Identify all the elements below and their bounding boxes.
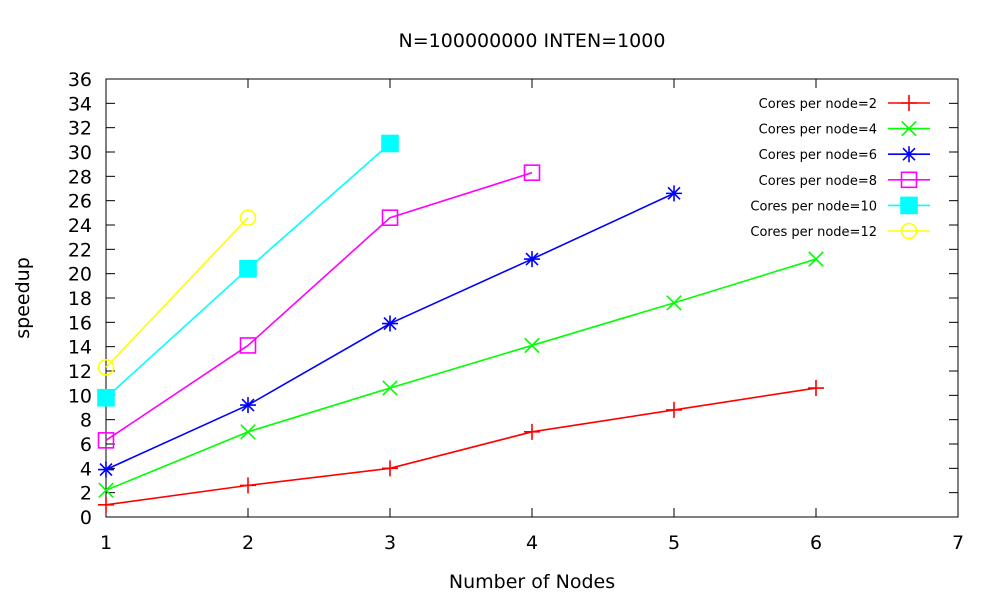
y-tick-label: 28 [68, 166, 92, 188]
data-point [523, 164, 541, 181]
legend-marker [901, 146, 917, 163]
data-point [666, 295, 682, 311]
legend-entry: Cores per node=12 [750, 222, 930, 240]
x-tick-label: 3 [384, 532, 396, 554]
y-tick-label: 22 [68, 239, 92, 261]
data-point [240, 424, 256, 440]
legend-label: Cores per node=4 [759, 123, 877, 138]
data-point [382, 460, 398, 477]
legend-marker [900, 222, 918, 240]
data-point [666, 401, 682, 418]
legend-label: Cores per node=8 [759, 174, 877, 189]
y-tick-label: 10 [68, 385, 92, 407]
legend: Cores per node=2 Cores per node=4 Cores pe… [750, 95, 930, 240]
y-tick-label: 36 [68, 69, 92, 91]
x-tick-label: 1 [100, 532, 112, 554]
data-point [239, 209, 257, 226]
series-2 [98, 251, 824, 498]
legend-label: Cores per node=2 [759, 97, 877, 112]
data-point [382, 315, 398, 332]
y-axis-label: speedup [12, 257, 34, 339]
data-point [97, 432, 115, 449]
data-point [382, 380, 398, 396]
legend-label: Cores per node=10 [750, 199, 877, 214]
data-point [98, 461, 114, 478]
legend-entry: Cores per node=8 [759, 171, 930, 189]
x-tick-label: 4 [526, 532, 538, 554]
x-tick-label: 2 [242, 532, 254, 554]
series-6 [97, 209, 257, 376]
series-line [105, 387, 817, 506]
y-tick-label: 20 [68, 264, 92, 286]
legend-entry: Cores per node=10 [750, 196, 930, 215]
y-tick-label: 12 [68, 361, 92, 383]
data-point [98, 496, 114, 513]
data-point [524, 337, 540, 354]
series-layer [97, 134, 824, 513]
data-point [97, 359, 115, 376]
data-point [381, 134, 399, 153]
series-1 [98, 380, 824, 513]
legend-label: Cores per node=6 [759, 148, 877, 163]
y-tick-label: 18 [68, 288, 92, 310]
y-tick-label: 26 [68, 191, 92, 213]
y-tick-label: 8 [80, 410, 92, 432]
data-point [97, 388, 115, 407]
data-point [240, 397, 256, 414]
legend-entry: Cores per node=6 [759, 146, 930, 163]
x-tick-label: 7 [952, 532, 964, 554]
series-5 [97, 134, 399, 407]
y-tick-label: 4 [80, 458, 92, 480]
y-tick-label: 6 [80, 434, 92, 456]
data-point [524, 251, 540, 268]
legend-entry: Cores per node=2 [759, 95, 930, 112]
legend-marker [900, 171, 918, 189]
y-tick-label: 32 [68, 118, 92, 140]
data-point [98, 482, 114, 498]
series-3 [98, 185, 682, 478]
data-point [239, 259, 257, 278]
legend-label: Cores per node=12 [750, 225, 877, 240]
series-line [105, 258, 817, 491]
y-tick-label: 30 [68, 142, 92, 164]
data-point [808, 380, 824, 397]
legend-marker [901, 120, 917, 137]
data-point [381, 209, 399, 226]
y-tick-label: 24 [68, 215, 92, 237]
chart-title: N=100000000 INTEN=1000 [399, 30, 666, 52]
y-tick-label: 34 [68, 93, 92, 115]
y-tick-label: 16 [68, 312, 92, 334]
plot-frame [105, 78, 959, 518]
data-point [524, 423, 540, 440]
data-point [240, 477, 256, 494]
y-tick-label: 14 [68, 337, 92, 359]
legend-marker [900, 196, 918, 215]
y-tick-label: 0 [80, 507, 92, 529]
x-axis-label: Number of Nodes [449, 571, 615, 593]
series-line [105, 217, 249, 368]
x-tick-label: 6 [810, 532, 822, 554]
legend-entry: Cores per node=4 [759, 120, 930, 138]
series-line [105, 171, 533, 442]
legend-marker [901, 95, 917, 111]
data-point [808, 251, 824, 267]
x-tick-label: 5 [668, 532, 680, 554]
series-4 [97, 164, 541, 449]
data-point [666, 185, 682, 202]
y-tick-label: 2 [80, 483, 92, 505]
data-point [239, 337, 257, 354]
